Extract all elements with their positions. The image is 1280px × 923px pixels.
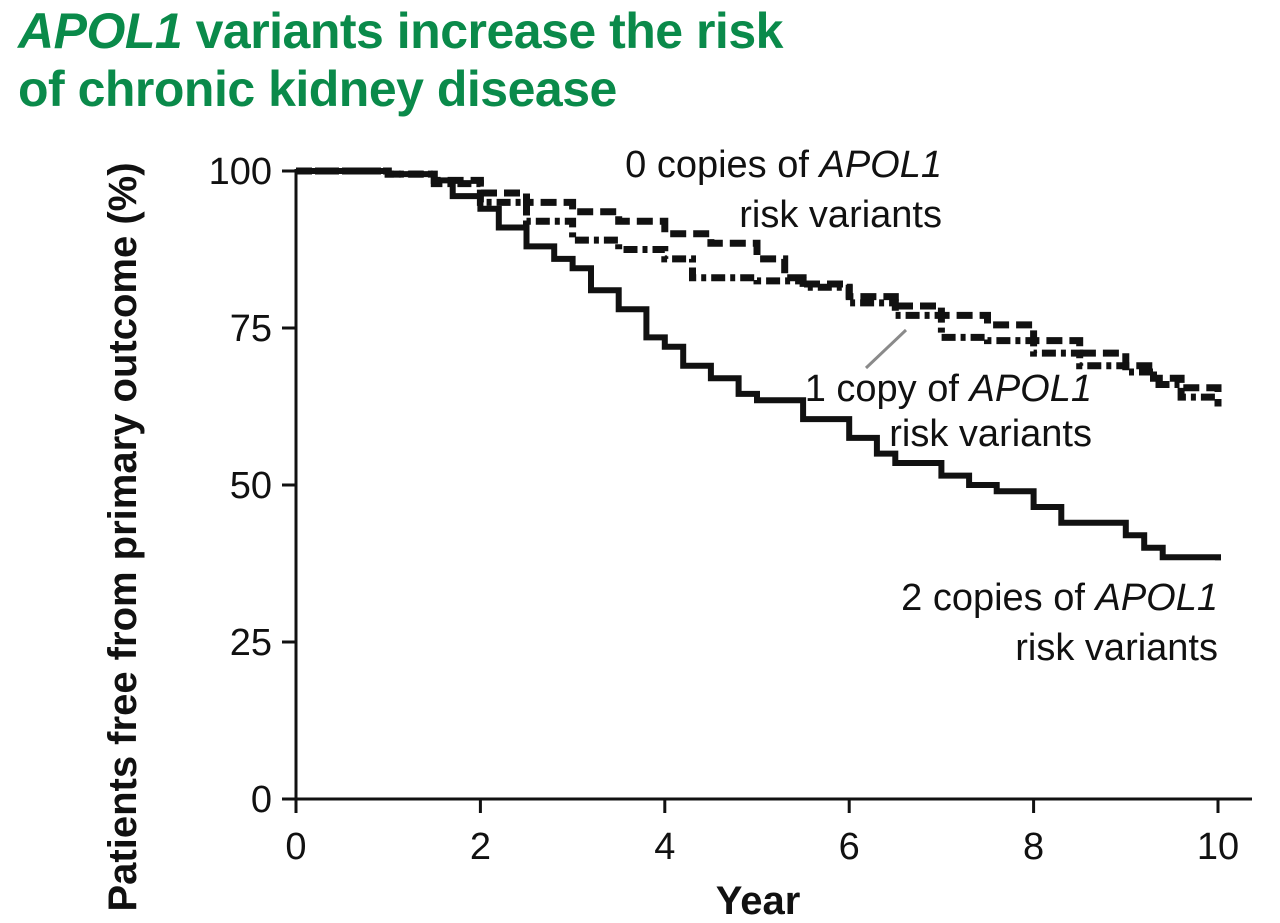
series-line-2 xyxy=(296,168,1221,561)
series-line-1 xyxy=(296,167,1222,407)
y-tick-label: 50 xyxy=(230,465,272,507)
annotation-0-line1: 0 copies of APOL1 xyxy=(625,144,942,186)
annotation-2-line1: 2 copies of APOL1 xyxy=(901,577,1218,619)
annotation-2-line2: risk variants xyxy=(1015,627,1218,669)
x-tick-label: 4 xyxy=(654,826,675,868)
y-tick-label: 25 xyxy=(230,622,272,664)
annotation-1-italic: APOL1 xyxy=(967,368,1092,410)
y-axis-title: Patients free from primary outcome (%) xyxy=(101,162,145,911)
annotation-2-italic: APOL1 xyxy=(1093,577,1218,619)
x-tick-label: 8 xyxy=(1023,826,1044,868)
x-tick-label: 10 xyxy=(1197,826,1239,868)
chart-title-italic: APOL1 xyxy=(18,3,183,59)
annotation-1-line1: 1 copy of APOL1 xyxy=(805,368,1092,410)
chart-title-line2: of chronic kidney disease xyxy=(18,61,617,117)
x-tick-label: 6 xyxy=(839,826,860,868)
x-tick-label: 0 xyxy=(285,826,306,868)
y-tick-label: 100 xyxy=(209,151,272,193)
annotation-1-plain: 1 copy of xyxy=(805,368,970,410)
annotation-0-line2: risk variants xyxy=(739,194,942,236)
chart-title: APOL1 variants increase the risk of chro… xyxy=(18,2,1018,118)
x-tick-label: 2 xyxy=(470,826,491,868)
series-group xyxy=(296,167,1222,561)
annotation-0-italic: APOL1 xyxy=(817,144,942,186)
annotation-2-plain: 2 copies of xyxy=(901,577,1095,619)
annotation-1-line2: risk variants xyxy=(889,413,1092,455)
annotation-leader-line xyxy=(864,328,908,370)
chart-title-line1: variants increase the risk xyxy=(182,3,784,59)
y-tick-label: 0 xyxy=(251,779,272,821)
x-axis-title: Year xyxy=(716,879,801,923)
annotation-0-plain: 0 copies of xyxy=(625,144,819,186)
y-tick-label: 75 xyxy=(230,308,272,350)
